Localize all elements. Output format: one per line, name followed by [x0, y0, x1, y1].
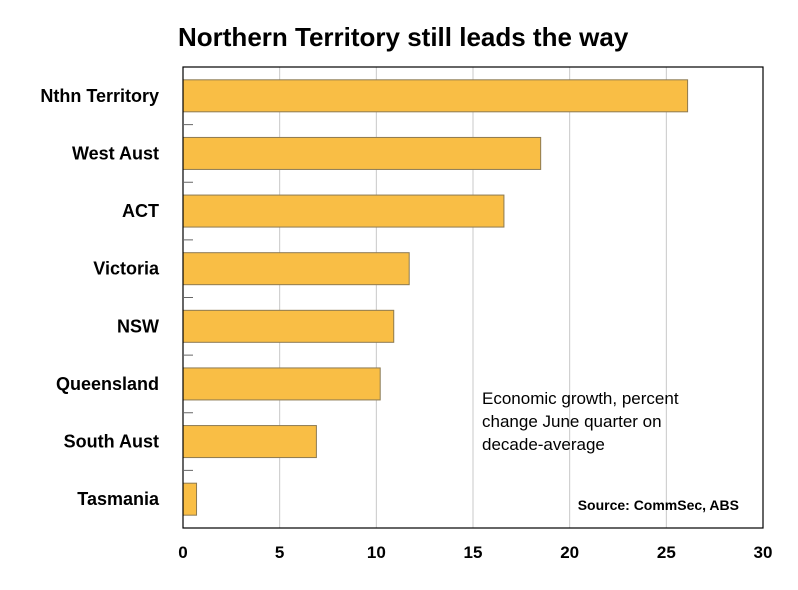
bar-2 [182, 194, 505, 228]
category-label-1: West Aust [72, 143, 159, 163]
chart-title: Northern Territory still leads the way [178, 22, 629, 52]
x-tick-label-0: 0 [178, 543, 187, 562]
category-ticks [183, 124, 193, 471]
category-label-5: Queensland [56, 374, 159, 394]
x-axis-tick-labels: 0 5 10 15 20 25 30 [178, 543, 772, 562]
bars [182, 79, 689, 516]
category-label-3: Victoria [93, 259, 160, 279]
annotation-line-1: change June quarter on [482, 412, 662, 431]
x-tick-label-3: 15 [464, 543, 483, 562]
gridlines [279, 67, 667, 528]
category-labels: Nthn Territory West Aust ACT Victoria NSW Que… [40, 86, 160, 509]
annotation-line-0: Economic growth, percent [482, 389, 679, 408]
bar-6 [182, 425, 317, 459]
annotation-line-2: decade-average [482, 435, 605, 454]
x-tick-label-4: 20 [560, 543, 579, 562]
bar-1 [182, 136, 542, 170]
x-tick-label-5: 25 [657, 543, 676, 562]
bar-3 [182, 252, 410, 286]
source-label: Source: CommSec, ABS [578, 497, 739, 513]
category-label-0: Nthn Territory [40, 86, 159, 106]
category-label-6: South Aust [64, 432, 159, 452]
x-tick-label-1: 5 [275, 543, 284, 562]
x-tick-label-6: 30 [754, 543, 773, 562]
category-label-7: Tasmania [77, 489, 160, 509]
bar-5 [182, 367, 381, 401]
bar-0 [182, 79, 689, 113]
bar-4 [182, 309, 395, 343]
annotation: Economic growth, percent change June quar… [482, 389, 679, 454]
category-label-4: NSW [117, 316, 159, 336]
category-label-2: ACT [122, 201, 159, 221]
x-tick-label-2: 10 [367, 543, 386, 562]
bar-7 [182, 482, 198, 516]
